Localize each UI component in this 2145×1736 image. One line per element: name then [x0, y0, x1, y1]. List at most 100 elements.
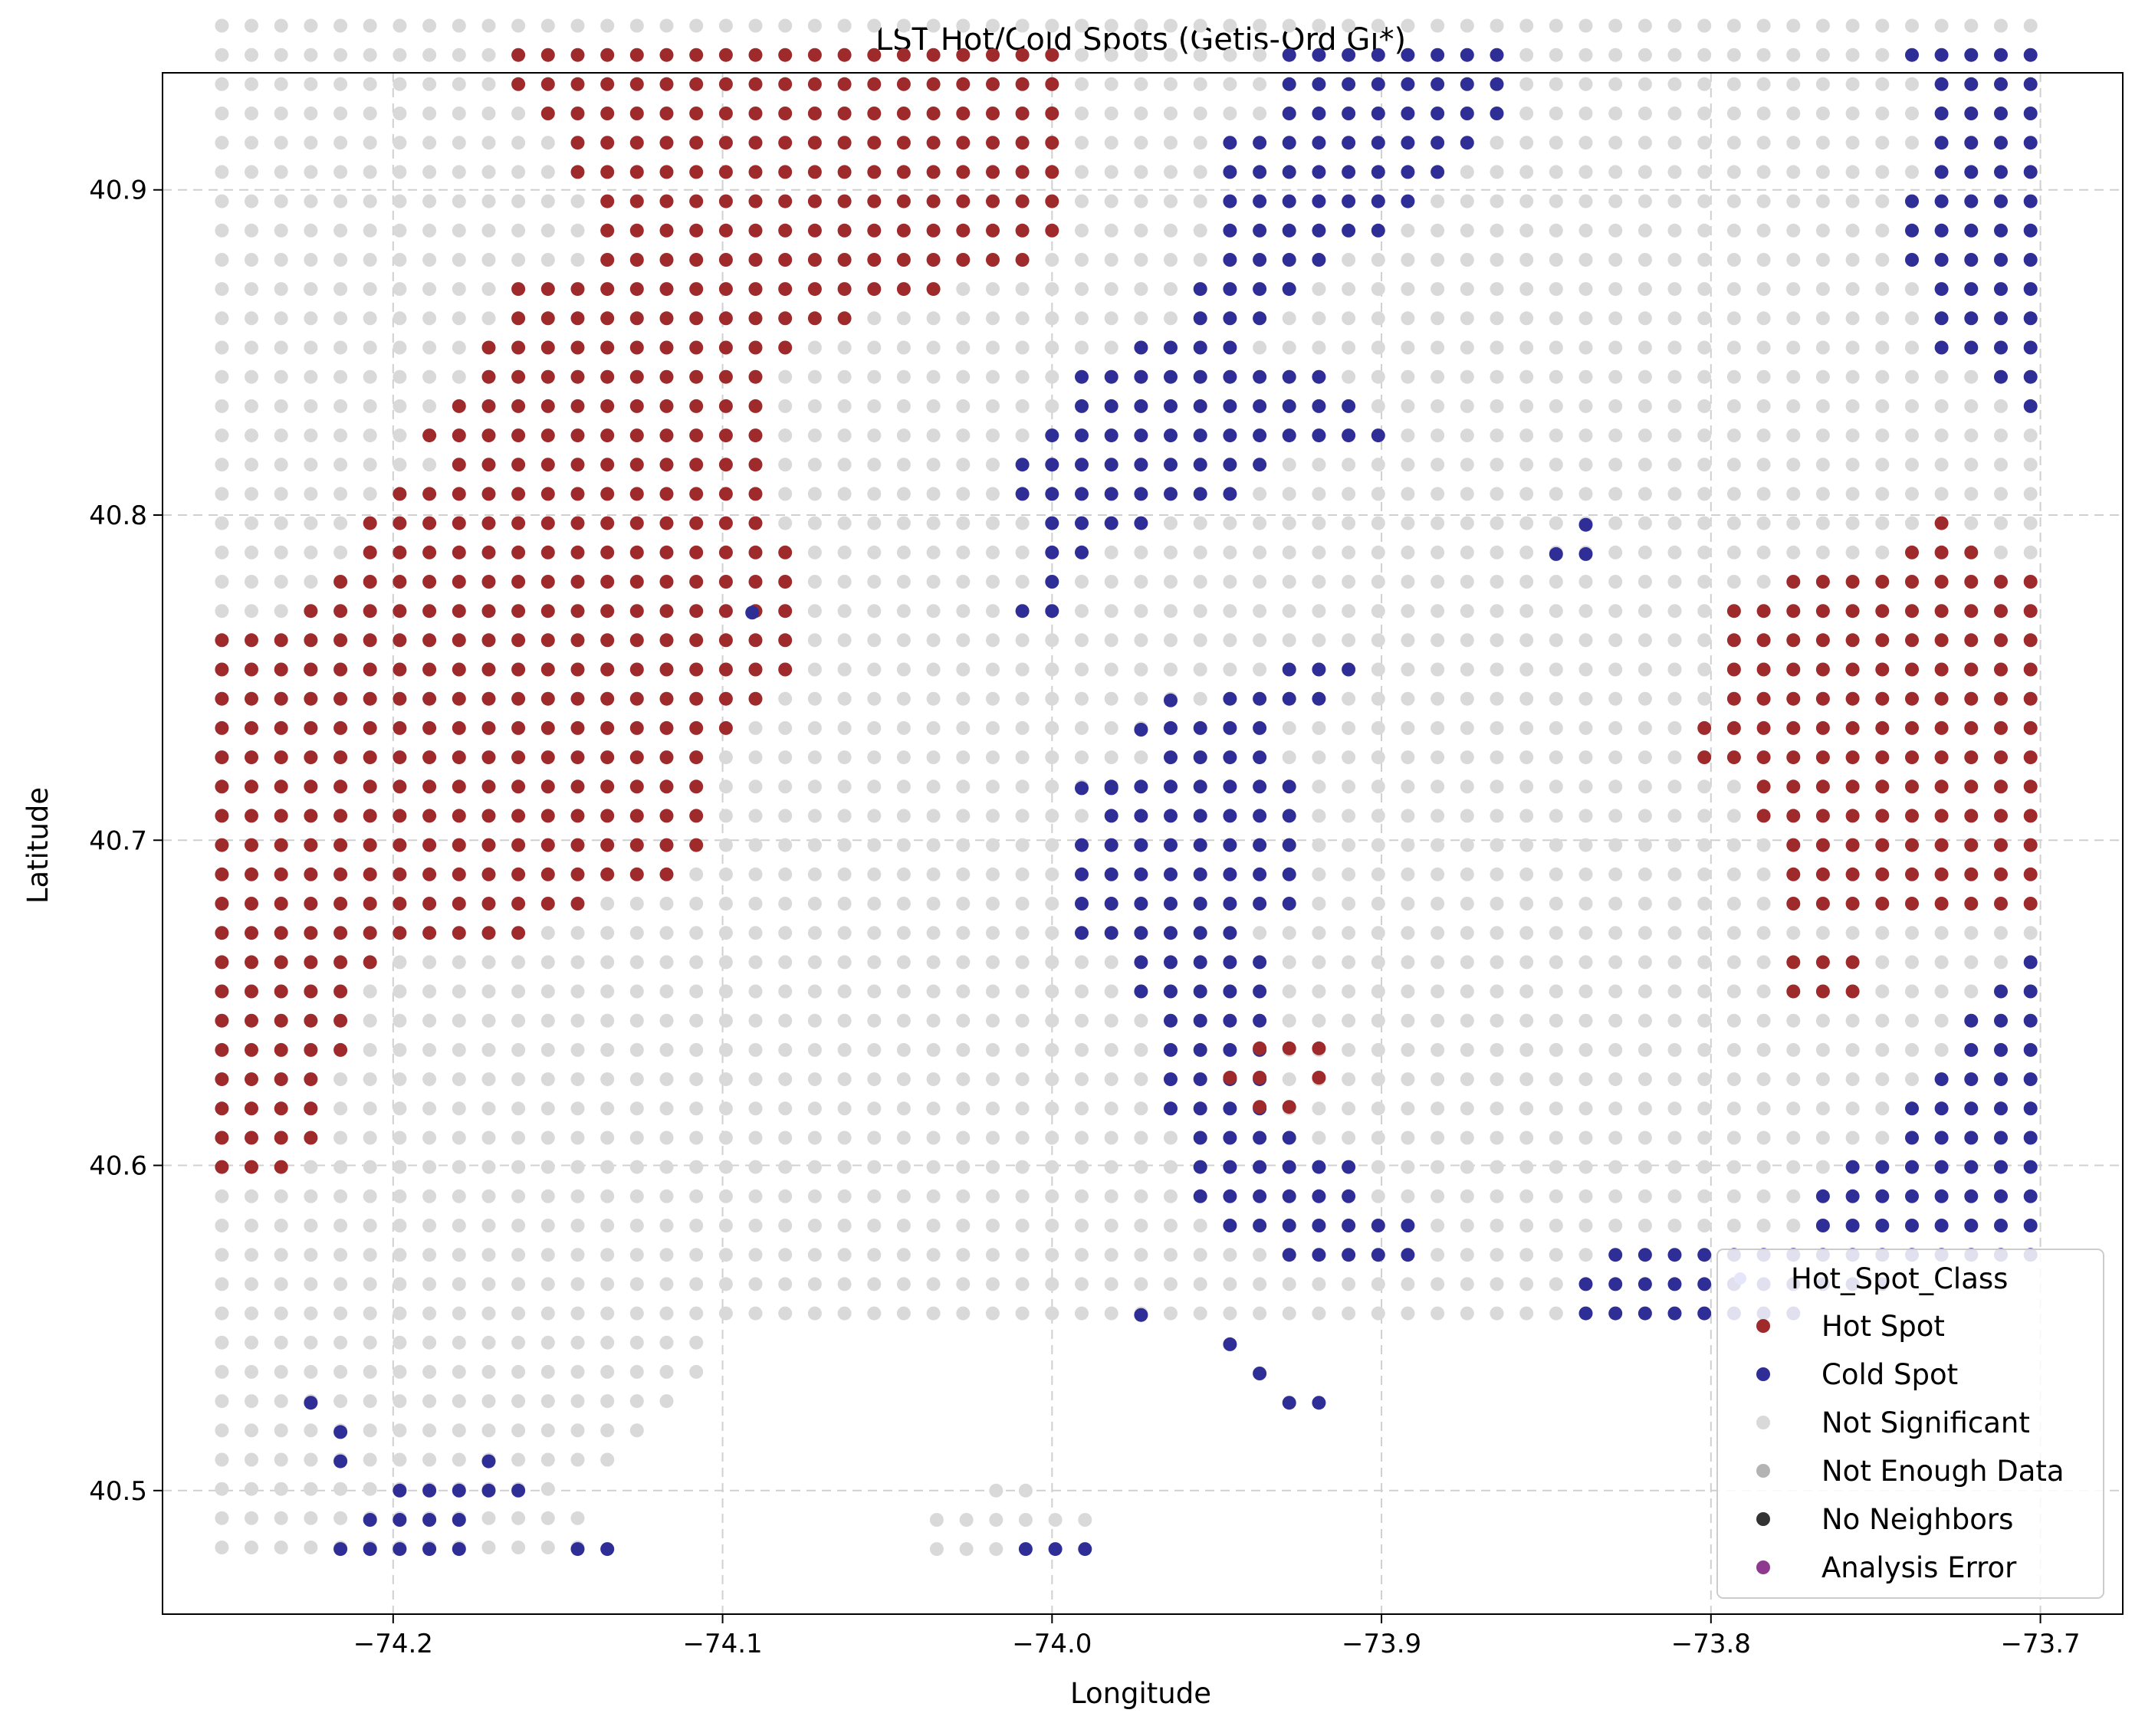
data-point — [1490, 720, 1504, 735]
legend-entry: Not Enough Data — [1821, 1455, 2065, 1488]
data-point — [1282, 984, 1296, 999]
data-point — [600, 662, 615, 677]
data-point — [659, 340, 674, 355]
data-point — [1905, 194, 1919, 208]
data-point — [1637, 18, 1652, 33]
data-point — [245, 838, 258, 852]
data-point — [1223, 1306, 1237, 1321]
data-point — [452, 399, 466, 413]
data-point — [1045, 18, 1059, 33]
data-point — [1845, 136, 1860, 150]
data-point — [778, 311, 793, 326]
data-point — [1637, 1131, 1652, 1145]
data-point — [1075, 282, 1089, 297]
data-point — [452, 18, 466, 33]
data-point — [1312, 897, 1326, 911]
data-point — [333, 77, 348, 91]
data-point — [1786, 633, 1801, 648]
data-point — [1075, 750, 1089, 765]
data-point — [511, 1394, 526, 1409]
data-point — [1164, 1013, 1178, 1028]
data-point — [422, 1335, 437, 1350]
data-point — [1756, 691, 1771, 706]
data-point — [1015, 926, 1030, 940]
data-point — [1164, 720, 1178, 735]
data-point — [1015, 369, 1030, 384]
data-point — [452, 604, 466, 619]
data-point — [600, 194, 615, 208]
data-point — [1253, 223, 1267, 238]
data-point — [1134, 897, 1148, 911]
data-point — [1845, 1042, 1860, 1057]
data-point — [986, 253, 1000, 267]
data-point — [1578, 1131, 1593, 1145]
data-point — [1905, 750, 1919, 765]
data-point — [1431, 458, 1445, 472]
data-point — [1164, 750, 1178, 765]
data-point — [1875, 458, 1890, 472]
data-point — [1845, 487, 1860, 501]
data-point — [1608, 1248, 1623, 1262]
data-point — [1075, 399, 1089, 413]
data-point — [1697, 867, 1712, 881]
data-point — [1667, 867, 1682, 881]
data-point — [363, 1131, 377, 1145]
data-point — [748, 955, 763, 970]
data-point — [1608, 662, 1623, 677]
data-point — [1164, 18, 1178, 33]
data-point — [452, 809, 466, 823]
data-point — [1994, 428, 2008, 443]
data-point — [837, 1248, 852, 1262]
data-point — [1905, 516, 1919, 530]
data-point — [1342, 223, 1356, 238]
data-point — [1253, 458, 1267, 472]
data-point — [1193, 165, 1207, 179]
data-point — [896, 223, 911, 238]
data-point — [540, 77, 555, 91]
data-point — [1015, 750, 1030, 765]
data-point — [570, 779, 585, 794]
legend-marker — [1756, 1464, 1770, 1478]
data-point — [1282, 1219, 1296, 1232]
data-point — [304, 809, 318, 823]
data-point — [718, 1013, 733, 1028]
data-point — [837, 779, 852, 794]
data-point — [1401, 340, 1415, 355]
data-point — [1223, 1337, 1237, 1351]
data-point — [1223, 809, 1237, 823]
data-point — [304, 604, 318, 619]
data-point — [689, 282, 704, 297]
data-point — [1726, 369, 1741, 384]
data-point — [896, 107, 911, 120]
data-point — [393, 1013, 407, 1028]
data-point — [718, 1072, 733, 1087]
data-point — [1875, 311, 1890, 326]
data-point — [540, 867, 555, 881]
data-point — [1193, 575, 1207, 589]
data-point — [1371, 1131, 1385, 1145]
data-point — [1015, 955, 1030, 970]
data-point — [1637, 779, 1652, 794]
data-point — [1608, 1131, 1623, 1145]
data-point — [1134, 311, 1148, 326]
data-point — [363, 1277, 377, 1291]
data-point — [659, 1219, 674, 1232]
data-point — [1519, 1277, 1534, 1291]
data-point — [481, 194, 496, 208]
data-point — [1401, 136, 1415, 150]
data-point — [1637, 897, 1652, 911]
data-point — [245, 1277, 258, 1291]
data-point — [1371, 253, 1385, 267]
data-point — [1934, 194, 1949, 208]
data-point — [1045, 604, 1059, 619]
data-point — [1726, 77, 1741, 91]
data-point — [926, 779, 941, 794]
data-point — [1815, 340, 1830, 355]
data-point — [689, 516, 704, 530]
data-point — [1905, 369, 1919, 384]
data-point — [363, 136, 377, 150]
data-point — [1460, 1248, 1474, 1262]
data-point — [1075, 984, 1089, 999]
data-point — [363, 1248, 377, 1262]
